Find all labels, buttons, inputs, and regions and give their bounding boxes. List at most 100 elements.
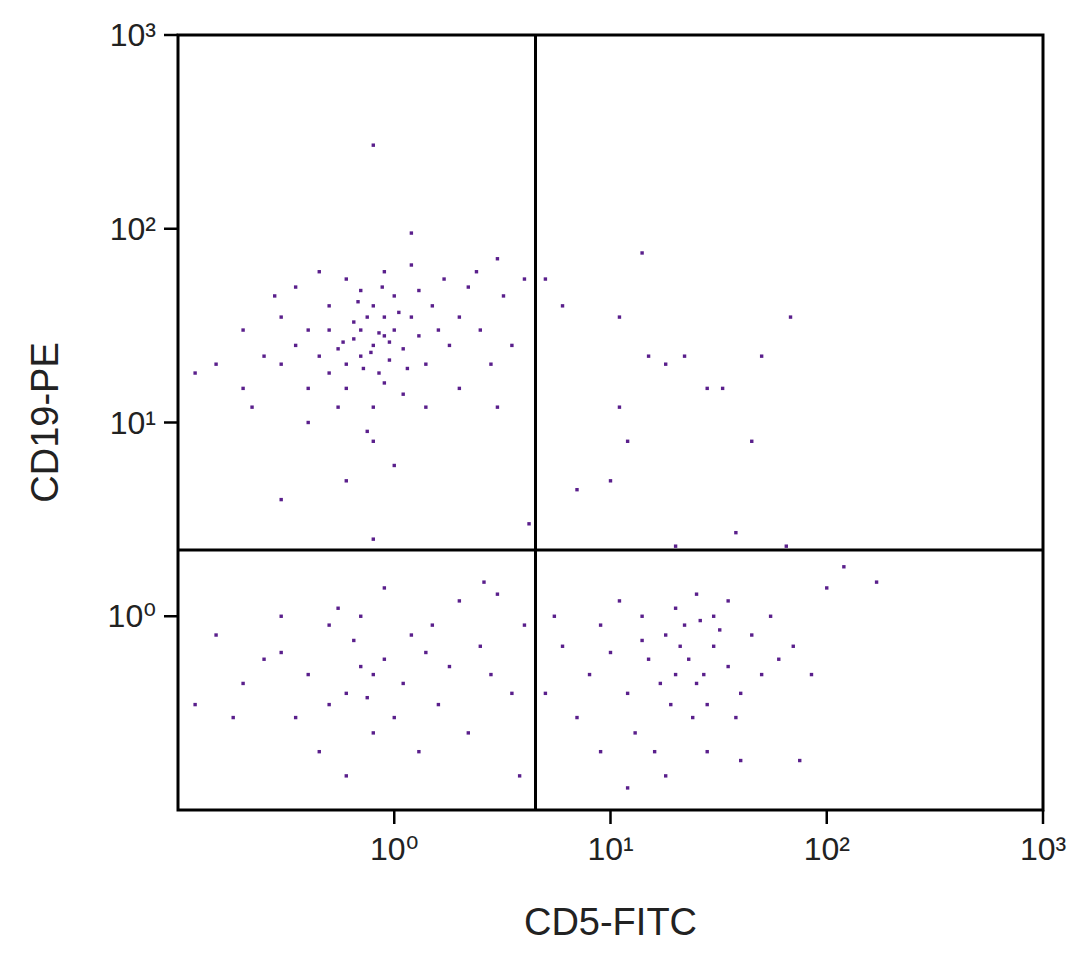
point <box>750 633 753 636</box>
point <box>431 304 434 307</box>
quadrant-line-x <box>534 35 537 810</box>
point <box>726 599 729 602</box>
point <box>241 387 244 390</box>
x-tick <box>393 810 396 824</box>
y-tick-label: 10³ <box>110 17 157 53</box>
point <box>653 750 656 753</box>
point <box>575 488 578 491</box>
point <box>424 362 427 365</box>
point <box>664 774 667 777</box>
point <box>734 531 737 534</box>
point <box>706 387 709 390</box>
point <box>402 682 405 685</box>
point <box>633 731 636 734</box>
point <box>279 315 282 318</box>
point <box>626 440 629 443</box>
point <box>683 623 686 626</box>
chart-root: 10⁰10¹10²10³10⁰10¹10²10³CD5-FITCCD19-PE <box>0 0 1080 967</box>
point <box>588 673 591 676</box>
point <box>393 716 396 719</box>
point <box>345 479 348 482</box>
point <box>250 405 253 408</box>
point <box>561 304 564 307</box>
point <box>750 440 753 443</box>
point <box>279 615 282 618</box>
point <box>706 750 709 753</box>
point <box>626 786 629 789</box>
point <box>458 387 461 390</box>
point <box>687 658 690 661</box>
y-tick-label: 10¹ <box>110 405 156 441</box>
point <box>383 315 386 318</box>
point <box>618 405 621 408</box>
point <box>410 315 413 318</box>
x-axis-label: CD5-FITC <box>524 901 697 943</box>
point <box>674 607 677 610</box>
point <box>489 673 492 676</box>
plot-frame <box>178 35 1043 810</box>
point <box>760 354 763 357</box>
y-tick <box>164 228 178 231</box>
y-tick-label: 10² <box>110 211 157 247</box>
point <box>241 682 244 685</box>
point <box>810 673 813 676</box>
point <box>479 645 482 648</box>
point <box>362 367 365 370</box>
point <box>431 623 434 626</box>
point <box>875 580 878 583</box>
point <box>527 522 530 525</box>
point <box>448 344 451 347</box>
point <box>699 619 702 622</box>
point <box>669 703 672 706</box>
point <box>734 716 737 719</box>
point <box>372 344 375 347</box>
point <box>372 537 375 540</box>
point <box>193 371 196 374</box>
point <box>383 334 386 337</box>
point <box>294 344 297 347</box>
point <box>712 615 715 618</box>
point <box>599 623 602 626</box>
chart: 10⁰10¹10²10³10⁰10¹10²10³CD5-FITCCD19-PE <box>0 0 1080 967</box>
point <box>307 387 310 390</box>
point <box>683 354 686 357</box>
point <box>214 362 217 365</box>
point <box>599 750 602 753</box>
point <box>410 263 413 266</box>
point <box>544 277 547 280</box>
point <box>575 716 578 719</box>
point <box>345 774 348 777</box>
point <box>359 354 362 357</box>
point <box>372 304 375 307</box>
point <box>352 320 355 323</box>
point <box>327 371 330 374</box>
point <box>674 544 677 547</box>
point <box>510 692 513 695</box>
point <box>383 381 386 384</box>
point <box>402 347 405 350</box>
point <box>417 334 420 337</box>
point <box>327 703 330 706</box>
point <box>518 774 521 777</box>
point <box>372 731 375 734</box>
point <box>691 716 694 719</box>
point <box>544 692 547 695</box>
point <box>393 328 396 331</box>
point <box>442 277 445 280</box>
y-tick-label: 10⁰ <box>108 598 156 634</box>
point <box>345 387 348 390</box>
point <box>678 645 681 648</box>
point <box>381 285 384 288</box>
point <box>458 599 461 602</box>
point <box>798 759 801 762</box>
point <box>448 665 451 668</box>
point <box>417 750 420 753</box>
point <box>402 392 405 395</box>
point <box>279 651 282 654</box>
point <box>352 639 355 642</box>
point <box>318 270 321 273</box>
point <box>366 696 369 699</box>
point <box>393 464 396 467</box>
point <box>702 673 705 676</box>
x-tick <box>826 810 829 824</box>
